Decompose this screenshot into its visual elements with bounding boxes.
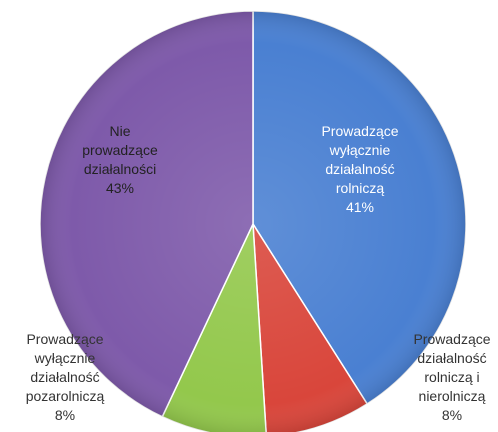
category-name: Prowadzące wyłącznie działalność pozarol… bbox=[25, 331, 105, 404]
slice-label: Prowadzące wyłącznie działalność pozarol… bbox=[0, 330, 130, 425]
slice-label: Prowadzące działalność rolniczą i nierol… bbox=[387, 330, 498, 425]
value-label: 8% bbox=[441, 407, 463, 423]
value-label: 41% bbox=[345, 199, 375, 215]
slice-label: Prowadzące wyłącznie działalność rolnicz… bbox=[295, 122, 425, 217]
value-label: 43% bbox=[105, 180, 135, 196]
slice-label: Nie prowadzące działalności 43% bbox=[55, 122, 185, 198]
value-label: 8% bbox=[54, 407, 76, 423]
category-name: Prowadzące wyłącznie działalność rolnicz… bbox=[321, 123, 399, 196]
category-name: Nie prowadzące działalności bbox=[82, 123, 158, 177]
category-name: Prowadzące działalność rolniczą i nierol… bbox=[413, 331, 491, 404]
